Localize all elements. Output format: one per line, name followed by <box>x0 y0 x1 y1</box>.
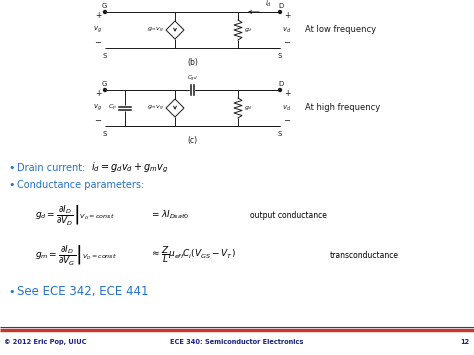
Text: G: G <box>101 3 107 9</box>
Text: −: − <box>94 116 101 126</box>
Text: Drain current:: Drain current: <box>17 163 85 173</box>
Text: $v_d$: $v_d$ <box>283 26 292 34</box>
Text: $C_p$: $C_p$ <box>108 103 117 113</box>
Text: At low frequency: At low frequency <box>305 26 376 34</box>
Text: © 2012 Eric Pop, UIUC: © 2012 Eric Pop, UIUC <box>4 339 86 345</box>
Text: output conductance: output conductance <box>250 211 327 219</box>
Text: $g_d$: $g_d$ <box>244 26 253 34</box>
Text: D: D <box>278 81 283 87</box>
Text: $g_d = \left.\dfrac{\partial I_D}{\partial V_D}\right|_{V_G=const}$: $g_d = \left.\dfrac{\partial I_D}{\parti… <box>35 203 115 227</box>
Text: −: − <box>94 38 101 48</box>
Text: Conductance parameters:: Conductance parameters: <box>17 180 144 190</box>
Text: $v_d$: $v_d$ <box>283 103 292 113</box>
Text: •: • <box>8 287 15 297</box>
Text: $v_g$: $v_g$ <box>93 103 102 113</box>
Text: See ECE 342, ECE 441: See ECE 342, ECE 441 <box>17 285 148 299</box>
Text: S: S <box>278 53 282 59</box>
Text: •: • <box>8 180 15 190</box>
Circle shape <box>279 11 282 13</box>
Text: −: − <box>283 116 291 126</box>
Text: $g_m = \left.\dfrac{\partial I_D}{\partial V_G}\right|_{V_D=const}$: $g_m = \left.\dfrac{\partial I_D}{\parti… <box>35 243 117 267</box>
Text: 12: 12 <box>461 339 470 345</box>
Text: $g_m v_g$: $g_m v_g$ <box>147 103 164 113</box>
Text: −: − <box>283 38 291 48</box>
Text: $g_d$: $g_d$ <box>244 104 253 112</box>
Text: D: D <box>278 3 283 9</box>
Text: $= \lambda I_{Dsat0}$: $= \lambda I_{Dsat0}$ <box>150 209 189 221</box>
Text: +: + <box>284 89 290 98</box>
Circle shape <box>103 88 107 92</box>
Text: $g_m v_g$: $g_m v_g$ <box>147 26 164 34</box>
Text: $v_g$: $v_g$ <box>93 25 102 35</box>
Circle shape <box>103 11 107 13</box>
Text: ECE 340: Semiconductor Electronics: ECE 340: Semiconductor Electronics <box>170 339 304 345</box>
Text: At high frequency: At high frequency <box>305 104 380 113</box>
Text: (c): (c) <box>187 136 198 145</box>
Text: +: + <box>95 89 101 98</box>
Circle shape <box>279 88 282 92</box>
Text: G: G <box>101 81 107 87</box>
Text: (b): (b) <box>187 58 198 67</box>
Text: S: S <box>103 53 107 59</box>
Text: transconductance: transconductance <box>330 251 399 260</box>
Text: $\approx \dfrac{Z}{L}\mu_{eff} C_i (V_{GS} - V_T)$: $\approx \dfrac{Z}{L}\mu_{eff} C_i (V_{G… <box>150 245 236 266</box>
Text: S: S <box>103 131 107 137</box>
Text: •: • <box>8 163 15 173</box>
Text: $C_{gd}$: $C_{gd}$ <box>187 74 198 84</box>
Text: +: + <box>284 11 290 21</box>
Text: $i_d$: $i_d$ <box>265 0 272 9</box>
Text: S: S <box>278 131 282 137</box>
Text: $i_d = g_d v_d + g_m v_g$: $i_d = g_d v_d + g_m v_g$ <box>91 161 168 175</box>
Text: +: + <box>95 11 101 21</box>
